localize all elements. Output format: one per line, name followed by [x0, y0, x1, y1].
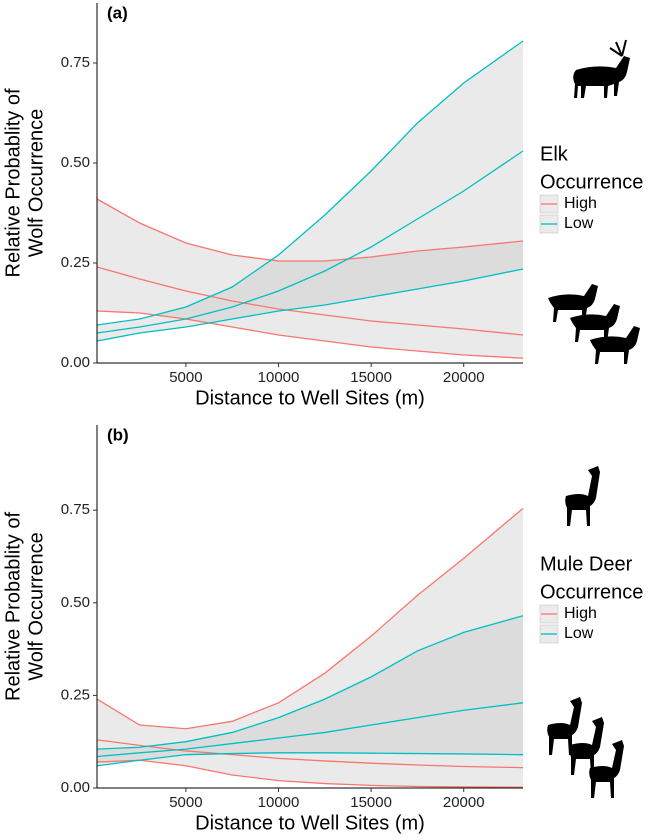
x-tick-label: 5000 [169, 369, 202, 386]
legend-title: Elk [540, 143, 569, 165]
elk-icon [573, 39, 630, 98]
x-tick-label: 10000 [258, 794, 300, 811]
elk-herd-icon [548, 284, 640, 364]
ci-line [96, 310, 524, 359]
legend-label: Low [564, 625, 594, 642]
x-axis-title: Distance to Well Sites (m) [195, 812, 425, 834]
legend-title: Mule Deer [540, 553, 633, 575]
ci-band [97, 41, 523, 341]
y-tick-label: 0.25 [61, 254, 90, 271]
panel-label: (b) [107, 425, 129, 444]
y-axis-title: Wolf Occurrence [25, 109, 47, 258]
y-axis-title: Wolf Occurrence [25, 532, 47, 681]
y-axis-title: Relative Probablity of [2, 512, 24, 701]
legend-title: Occurrence [540, 171, 643, 193]
y-tick-label: 0.75 [61, 54, 90, 71]
ci-line [96, 198, 524, 262]
y-tick-label: 0.75 [61, 501, 90, 518]
ci-line [96, 507, 524, 730]
x-tick-label: 20000 [443, 794, 485, 811]
ci-band [97, 199, 523, 359]
deer-icon [565, 466, 600, 526]
x-tick-label: 15000 [350, 369, 392, 386]
x-tick-label: 15000 [350, 794, 392, 811]
ci-line [96, 268, 524, 342]
ci-line [96, 752, 524, 767]
legend-title: Occurrence [540, 581, 643, 603]
y-tick-label: 0.00 [61, 354, 90, 371]
y-tick-label: 0.00 [61, 779, 90, 796]
legend-label: Low [564, 215, 594, 232]
mean-line [96, 739, 524, 769]
legend-label: High [564, 195, 597, 212]
ci-line [96, 759, 524, 788]
x-axis-title: Distance to Well Sites (m) [195, 387, 425, 409]
x-tick-label: 10000 [258, 369, 300, 386]
y-tick-label: 0.25 [61, 686, 90, 703]
y-axis-title: Relative Probablity of [2, 88, 24, 277]
mean-line [96, 702, 524, 758]
x-tick-label: 5000 [169, 794, 202, 811]
ci-line [96, 40, 524, 326]
ci-line [96, 615, 524, 750]
y-tick-label: 0.50 [61, 154, 90, 171]
mean-line [96, 150, 524, 334]
x-tick-label: 20000 [443, 369, 485, 386]
ci-band [97, 615, 523, 766]
y-tick-label: 0.50 [61, 594, 90, 611]
deer-herd-icon [547, 697, 624, 798]
mean-line [96, 266, 524, 336]
legend-label: High [564, 605, 597, 622]
panel-label: (a) [107, 3, 128, 22]
